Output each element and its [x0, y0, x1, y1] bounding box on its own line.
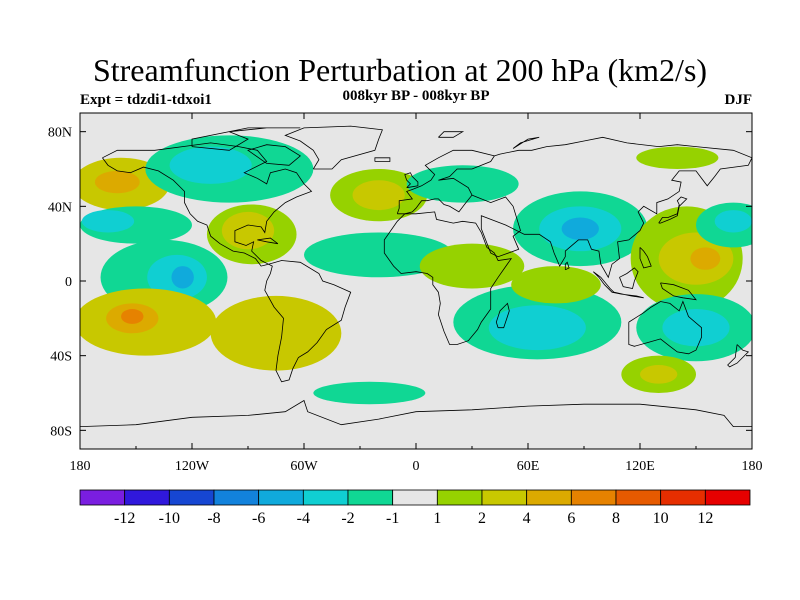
- plot-subtitle: 008kyr BP - 008kyr BP: [342, 88, 490, 104]
- colorbar-box: [526, 489, 572, 506]
- experiment-label: Expt = tdzdi1-tdxoi1: [80, 92, 212, 108]
- coast-sri-lanka: [564, 261, 570, 271]
- coast-caribbean: [257, 237, 279, 245]
- blob-pos-arabia: [511, 266, 601, 304]
- coast-antarctica: [80, 399, 752, 427]
- colorbar-box: [302, 489, 349, 506]
- blob-pos-west-pacific-inner: [690, 247, 721, 270]
- coast-philippines: [639, 247, 652, 269]
- season-label: DJF: [724, 92, 753, 108]
- blob-pos-gulf-mexico-core: [221, 211, 275, 250]
- y-tick-label: 40S: [50, 350, 72, 365]
- coast-africa: [383, 211, 513, 345]
- blob-pos-africa: [419, 243, 525, 289]
- colorbar-box: [168, 489, 215, 506]
- colorbar-label: 2: [478, 510, 486, 527]
- y-tick-label: 80N: [48, 126, 72, 141]
- coast-new-zealand: [727, 344, 750, 368]
- colorbar-label: 10: [653, 510, 669, 527]
- blob-neg-tropical-pacific-inner: [171, 266, 194, 289]
- colorbar: -12 -10 -8 -6 -4 -2 -1 1 2 4 6 8 10 12: [79, 489, 751, 527]
- colorbar-label: 6: [567, 510, 575, 527]
- x-tick-label: 60W: [290, 459, 318, 474]
- coast-europe-africa: [396, 149, 496, 215]
- blob-neg-tropical-atlantic: [304, 232, 454, 278]
- blob-neg-canada-core: [169, 146, 252, 184]
- colorbar-box: [347, 489, 394, 506]
- coast-new-guinea: [660, 282, 697, 301]
- blob-pos-north-pacific-core: [94, 170, 140, 194]
- x-axis: 180 120W 60W 0 60E 120E 180: [70, 113, 763, 474]
- colorbar-label: 12: [697, 510, 713, 527]
- contour-layer: [80, 135, 752, 405]
- x-tick-label: 120E: [625, 459, 655, 474]
- y-axis: 80N 40N 0 40S 80S: [48, 126, 752, 439]
- coast-svalbard: [438, 131, 465, 138]
- colorbar-label: 4: [523, 510, 531, 527]
- coast-baffin: [247, 144, 301, 166]
- blob-neg-australia-core: [662, 309, 730, 347]
- plot-title: Streamfunction Perturbation at 200 hPa (…: [92, 52, 708, 88]
- x-tick-label: 180: [70, 459, 91, 474]
- colorbar-label: -1: [386, 510, 399, 527]
- colorbar-box: [124, 489, 170, 506]
- coast-borneo: [619, 267, 639, 289]
- blob-pos-southeast-pacific: [210, 295, 342, 371]
- x-tick-label: 180: [742, 459, 763, 474]
- y-tick-label: 80S: [50, 424, 72, 439]
- coast-novaya-zemlya: [512, 136, 540, 149]
- colorbar-box: [392, 489, 438, 506]
- blob-neg-tibet-inner: [561, 217, 599, 240]
- coast-iceland: [374, 157, 391, 162]
- x-tick-label: 60E: [517, 459, 540, 474]
- y-tick-label: 40N: [48, 200, 72, 215]
- coast-australia: [628, 300, 702, 355]
- colorbar-label: 8: [612, 510, 620, 527]
- coast-south-america: [264, 260, 352, 383]
- coast-uk: [404, 172, 419, 189]
- colorbar-label: -2: [341, 510, 354, 527]
- blob-neg-indian-ocean-core: [488, 305, 586, 351]
- colorbar-box: [79, 489, 126, 506]
- colorbar-box: [481, 489, 528, 506]
- coastline-layer: [80, 125, 752, 427]
- blob-neg-east-pacific-core: [81, 210, 135, 233]
- blob-pos-southern-ocean-core: [640, 365, 678, 384]
- blob-pos-north-atlantic-core: [352, 180, 405, 211]
- blob-pos-siberia: [636, 146, 719, 169]
- colorbar-label: 1: [433, 510, 441, 527]
- colorbar-label: -4: [297, 510, 310, 527]
- colorbar-box: [704, 489, 751, 506]
- x-tick-label: 0: [413, 459, 420, 474]
- colorbar-box: [213, 489, 260, 506]
- coast-north-america: [102, 142, 313, 267]
- coast-arctic-islands: [191, 127, 301, 151]
- blob-neg-south-atlantic: [313, 381, 426, 405]
- blob-neg-kamchatka-core: [714, 210, 752, 233]
- coast-indonesia: [593, 271, 644, 299]
- coast-madagascar: [495, 302, 510, 329]
- colorbar-label: -8: [207, 510, 220, 527]
- coast-japan: [658, 196, 688, 224]
- colorbar-box: [258, 489, 304, 506]
- colorbar-box: [570, 489, 617, 506]
- blob-pos-south-pacific-inner: [121, 309, 144, 324]
- y-tick-label: 0: [65, 275, 72, 290]
- colorbar-box: [615, 489, 662, 506]
- x-tick-label: 120W: [175, 459, 210, 474]
- coast-asia: [471, 136, 752, 279]
- colorbar-box: [436, 489, 483, 506]
- coast-greenland: [284, 125, 383, 170]
- colorbar-box: [660, 489, 706, 506]
- colorbar-label: -10: [159, 510, 180, 527]
- colorbar-label: -6: [252, 510, 265, 527]
- colorbar-label: -12: [114, 510, 135, 527]
